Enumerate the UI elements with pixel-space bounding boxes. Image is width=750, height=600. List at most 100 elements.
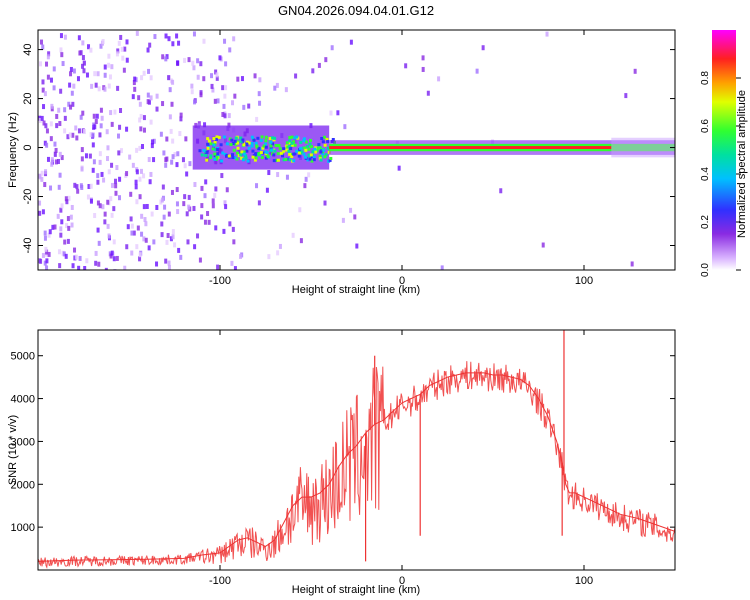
heatmap-cell [70, 222, 74, 228]
heatmap-cell [164, 33, 168, 39]
heatmap-cell [40, 176, 44, 182]
heatmap-cell [112, 239, 116, 245]
heatmap-cell [45, 128, 49, 134]
heatmap-cell [304, 148, 308, 152]
snr-frame [37, 329, 676, 571]
heatmap-cell [257, 200, 261, 206]
heatmap-cell [81, 63, 85, 69]
heatmap-cell [210, 73, 214, 79]
heatmap-cell [309, 153, 313, 157]
heatmap-cell [138, 256, 142, 262]
heatmap-cell [63, 34, 67, 40]
heatmap-cell [187, 204, 191, 210]
heatmap-cell [258, 77, 262, 83]
heatmap-cell [292, 159, 296, 163]
heatmap-cell [41, 87, 45, 93]
heatmap-cell [193, 99, 197, 105]
heatmap-cell [46, 74, 50, 80]
heatmap-cell [60, 155, 64, 161]
heatmap-cell [68, 82, 72, 88]
heatmap-cell [139, 168, 143, 174]
heatmap-cell [67, 101, 71, 107]
heatmap-cell [163, 204, 167, 210]
heatmap-cell [101, 39, 105, 45]
heatmap-cell [85, 72, 89, 78]
spectrogram-ytick-label: -40 [22, 238, 34, 254]
heatmap-cell [43, 260, 47, 266]
heatmap-cell [49, 136, 53, 142]
heatmap-cell [106, 223, 110, 229]
heatmap-cell [176, 209, 180, 215]
heatmap-cell [228, 47, 232, 53]
heatmap-cell [43, 235, 47, 241]
heatmap-cell [49, 185, 53, 191]
heatmap-cell [318, 154, 322, 158]
heatmap-cell [76, 188, 80, 194]
heatmap-cell [355, 243, 359, 249]
heatmap-cell [114, 183, 118, 189]
heatmap-cell [228, 137, 232, 141]
heatmap-cell [343, 124, 347, 130]
heatmap-cell [239, 253, 243, 259]
heatmap-cell [109, 253, 113, 259]
heatmap-cell [52, 85, 56, 91]
heatmap-cell [125, 39, 129, 45]
heatmap-cell [130, 223, 134, 229]
snr-xtick-label: 100 [575, 575, 593, 587]
heatmap-cell [142, 127, 146, 133]
heatmap-cell [290, 154, 294, 158]
heatmap-cell [140, 213, 144, 219]
heatmap-cell [72, 83, 76, 89]
heatmap-cell [232, 239, 236, 245]
heatmap-cell [481, 45, 485, 51]
heatmap-cell [167, 264, 171, 270]
heatmap-cell [41, 252, 45, 258]
heatmap-cell [276, 158, 280, 162]
heatmap-cell [150, 143, 154, 149]
heatmap-cell [63, 128, 67, 134]
heatmap-cell [259, 138, 263, 142]
heatmap-cell [77, 265, 81, 270]
heatmap-cell [200, 185, 204, 191]
heatmap-cell [165, 239, 169, 245]
heatmap-cell [545, 31, 549, 37]
heatmap-cell [254, 141, 258, 145]
heatmap-cell [136, 225, 140, 231]
snr-ytick-label: 4000 [11, 394, 35, 406]
heatmap-cell [132, 230, 136, 236]
heatmap-cell [79, 114, 83, 120]
heatmap-cell [122, 67, 126, 73]
heatmap-cell [126, 224, 130, 230]
heatmap-cell [303, 155, 307, 159]
heatmap-cell [108, 74, 112, 80]
heatmap-cell [137, 95, 141, 101]
spectrogram-xtick-label: -100 [209, 275, 231, 287]
heatmap-cell [207, 139, 211, 143]
heatmap-cell [207, 219, 211, 225]
heatmap-cell [69, 104, 73, 110]
heatmap-cell [146, 92, 150, 98]
heatmap-cell [116, 48, 120, 54]
heatmap-cell [211, 203, 215, 209]
heatmap-cell [234, 136, 238, 140]
colorbar-tick-label: 0.6 [700, 119, 711, 133]
heatmap-cell [192, 205, 196, 211]
heatmap-cell [193, 244, 197, 250]
heatmap-cell [209, 154, 213, 158]
colorbar-label: Normalized spectral amplitude [736, 90, 748, 238]
heatmap-cell [216, 152, 220, 156]
heatmap-cell [302, 152, 306, 156]
heatmap-cell [140, 75, 144, 81]
heatmap-cell [220, 173, 224, 179]
heatmap-cell [44, 169, 48, 175]
heatmap-cell [215, 72, 219, 78]
heatmap-cell [161, 54, 165, 60]
heatmap-cell [76, 76, 80, 82]
heatmap-cell [89, 47, 93, 53]
heatmap-cell [213, 154, 217, 158]
heatmap-cell [171, 234, 175, 240]
heatmap-cell [117, 40, 121, 46]
heatmap-cell [123, 46, 127, 52]
heatmap-cell [222, 228, 226, 234]
heatmap-cell [117, 150, 121, 156]
